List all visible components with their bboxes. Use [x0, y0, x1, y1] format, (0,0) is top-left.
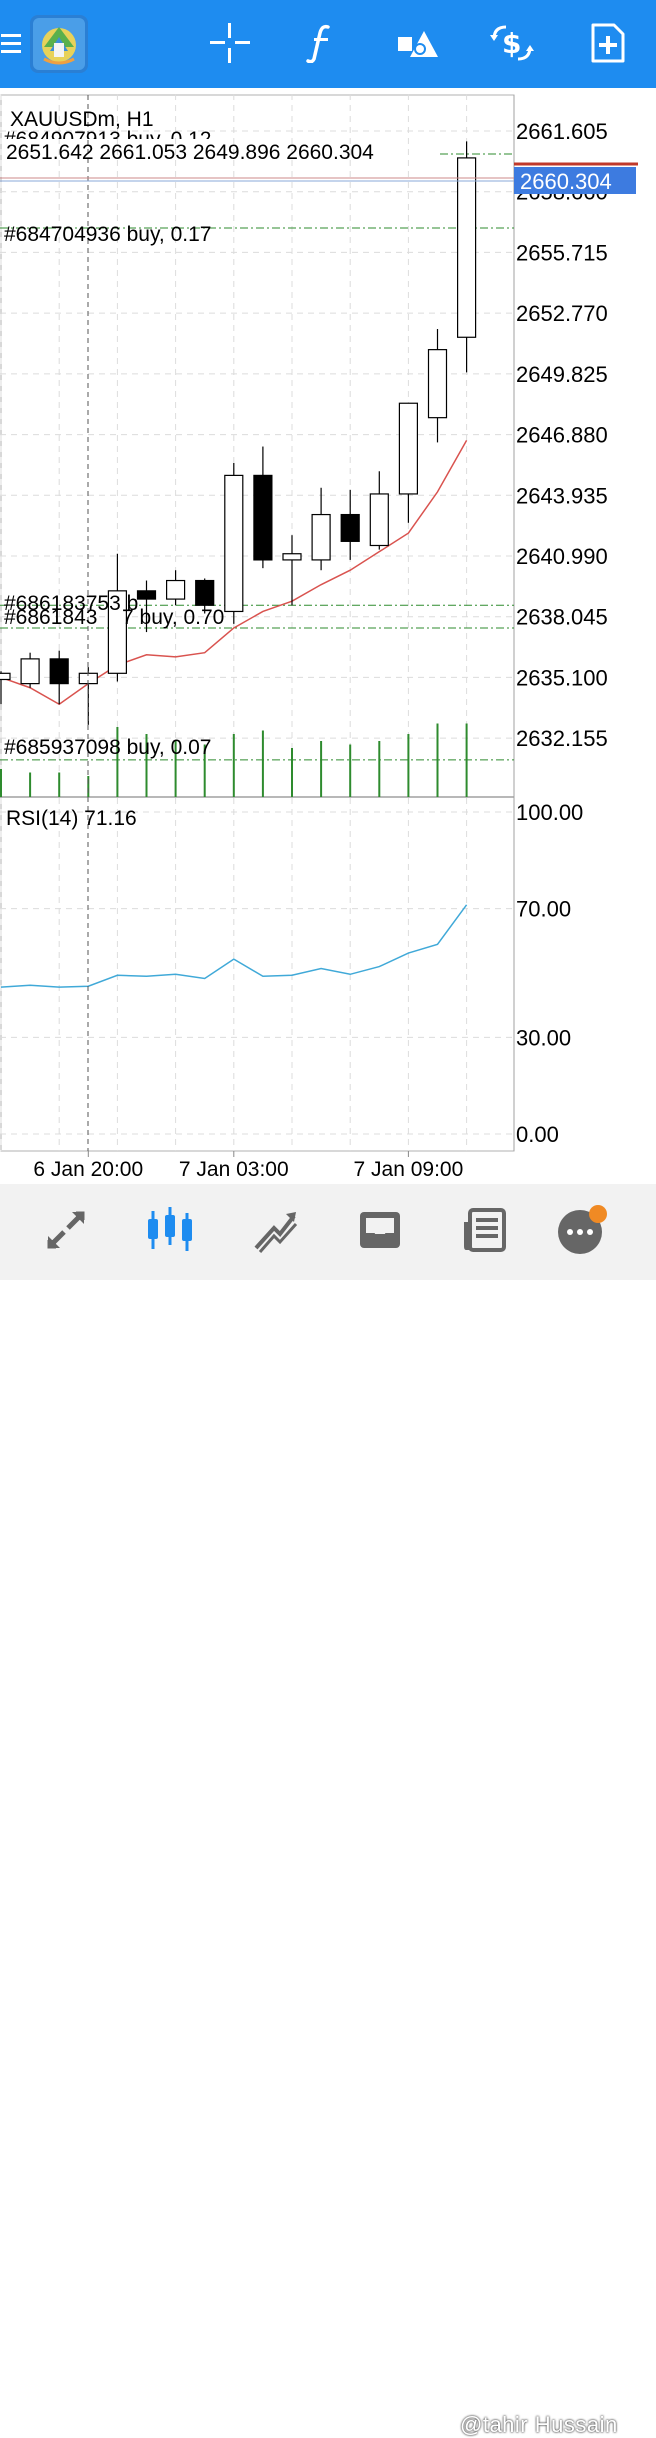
crosshair-icon[interactable] — [204, 10, 256, 76]
price-chart[interactable]: 2661.6052658.6602655.7152652.7702649.825… — [0, 94, 656, 1184]
clipped-order-label: #684907913 buy, 0.12 — [4, 128, 211, 151]
candle-body — [282, 553, 302, 561]
symbol-label: XAUUSDm, H1 — [10, 108, 154, 131]
rsi-tick-label: 30.00 — [516, 1025, 571, 1050]
watermark-text: @tahir Hussain — [460, 2412, 618, 2437]
rsi-line — [0, 904, 468, 988]
time-tick-label: 7 Jan 03:00 — [179, 1158, 289, 1181]
candle-body — [107, 590, 128, 674]
new-order-icon[interactable] — [582, 10, 634, 76]
symbol-dollar-icon[interactable]: $ — [486, 10, 538, 76]
quotes-icon[interactable] — [36, 1200, 96, 1260]
price-axis: 2661.6052658.6602655.7152652.7702649.825… — [516, 119, 608, 751]
rsi-label: RSI(14) 71.16 — [6, 807, 137, 830]
candle-body — [195, 579, 215, 606]
order-label-686184327-b: 7 buy, 0.70 — [122, 606, 224, 629]
moving-average-line — [0, 439, 468, 706]
candle-body — [427, 349, 448, 419]
candle-body — [49, 658, 69, 685]
messages-icon[interactable] — [552, 1200, 612, 1260]
metatrader-logo-icon — [30, 14, 88, 74]
function-icon[interactable] — [296, 10, 348, 76]
price-tick-label: 2640.990 — [516, 544, 608, 569]
candle-body — [398, 402, 418, 495]
trade-icon[interactable] — [246, 1200, 306, 1260]
candle-body — [224, 474, 244, 613]
chart-icon[interactable] — [140, 1200, 200, 1260]
rsi-tick-label: 100.00 — [516, 800, 583, 825]
order-label-686183753: #686183753 b — [4, 592, 138, 615]
rsi-axis: 100.00 70.00 30.00 0.00 — [516, 800, 583, 1147]
order-label-685937098: #685937098 buy, 0.07 — [4, 736, 211, 759]
price-tick-label: 2655.715 — [516, 240, 608, 265]
price-tick-label: 2649.825 — [516, 362, 608, 387]
current-price-tag — [514, 167, 636, 194]
candle-body — [20, 658, 40, 685]
top-toolbar: $ — [0, 0, 656, 88]
history-icon[interactable] — [350, 1200, 410, 1260]
current-price-label: 2660.304 — [520, 169, 612, 194]
time-tick-label: 7 Jan 09:00 — [354, 1158, 464, 1181]
time-axis: 6 Jan 20:00 7 Jan 03:00 7 Jan 09:00 — [33, 1151, 463, 1181]
time-tick-label: 6 Jan 20:00 — [33, 1158, 143, 1181]
rsi-indicator — [0, 904, 468, 988]
candlesticks — [0, 141, 477, 725]
moving-average — [0, 439, 468, 706]
rsi-tick-label: 0.00 — [516, 1122, 559, 1147]
rsi-tick-label: 70.00 — [516, 897, 571, 922]
menu-icon[interactable] — [0, 10, 42, 76]
order-label-686184327-a: #6861843 — [4, 606, 97, 629]
candle-body — [457, 157, 477, 338]
candle-body — [0, 672, 11, 681]
candle-body — [340, 513, 360, 542]
price-tick-label: 2652.770 — [516, 301, 608, 326]
candle-body — [369, 493, 389, 547]
candle-body — [136, 590, 157, 600]
news-icon[interactable] — [456, 1200, 516, 1260]
candle-body — [311, 513, 331, 561]
order-lines — [0, 153, 514, 761]
candle-body — [253, 474, 273, 561]
price-tick-label: 2661.605 — [516, 119, 608, 144]
price-tick-label: 2638.045 — [516, 605, 608, 630]
candle-body — [166, 579, 186, 600]
order-label-684704936: #684704936 buy, 0.17 — [4, 223, 211, 246]
objects-icon[interactable] — [392, 10, 444, 76]
ohlc-label: 2651.642 2661.053 2649.896 2660.304 — [6, 141, 374, 164]
bottom-navigation: @tahir Hussain — [0, 1184, 656, 2437]
price-tick-label: 2632.155 — [516, 726, 608, 751]
svg-text:$: $ — [502, 27, 521, 60]
price-tick-label: 2635.100 — [516, 665, 608, 690]
price-tick-label: 2646.880 — [516, 423, 608, 448]
price-tick-label: 2643.935 — [516, 483, 608, 508]
